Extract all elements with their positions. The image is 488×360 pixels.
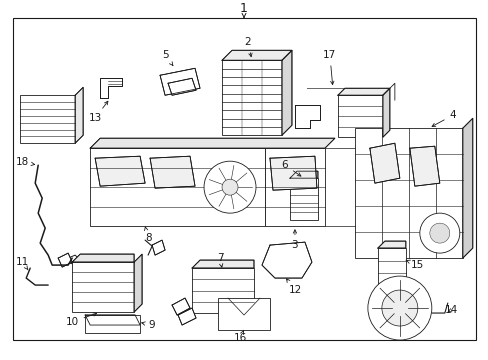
Bar — [192, 268, 253, 313]
Text: 9: 9 — [142, 320, 155, 330]
Polygon shape — [172, 298, 190, 315]
Polygon shape — [222, 50, 291, 60]
Polygon shape — [72, 254, 134, 262]
Text: 4: 4 — [431, 110, 455, 126]
Polygon shape — [409, 146, 439, 186]
Bar — [90, 148, 264, 226]
Bar — [337, 95, 382, 137]
Polygon shape — [160, 68, 200, 95]
Circle shape — [222, 179, 238, 195]
Text: 8: 8 — [144, 227, 151, 243]
Text: 2: 2 — [244, 37, 252, 57]
Polygon shape — [282, 50, 291, 135]
Polygon shape — [100, 78, 122, 98]
Text: 15: 15 — [405, 260, 424, 270]
Polygon shape — [152, 240, 165, 255]
Polygon shape — [369, 143, 399, 183]
Bar — [20, 95, 75, 143]
Polygon shape — [95, 156, 145, 186]
Polygon shape — [262, 242, 311, 278]
Text: 5: 5 — [162, 50, 173, 66]
Polygon shape — [90, 138, 334, 148]
Polygon shape — [289, 171, 317, 178]
Text: 11: 11 — [16, 257, 29, 270]
Polygon shape — [134, 254, 142, 312]
Bar — [85, 315, 140, 333]
Polygon shape — [168, 78, 196, 95]
Text: 3: 3 — [291, 230, 298, 250]
Circle shape — [419, 213, 459, 253]
Polygon shape — [377, 241, 405, 248]
Polygon shape — [85, 315, 140, 325]
Text: 1: 1 — [240, 2, 247, 18]
Polygon shape — [75, 87, 83, 143]
Polygon shape — [150, 156, 195, 188]
Text: 18: 18 — [16, 157, 35, 167]
Bar — [377, 248, 405, 286]
Polygon shape — [269, 156, 316, 190]
Polygon shape — [192, 260, 253, 268]
Bar — [72, 262, 134, 312]
Bar — [218, 298, 269, 330]
Polygon shape — [462, 118, 472, 258]
Bar — [354, 128, 462, 258]
Polygon shape — [178, 308, 196, 325]
Circle shape — [381, 290, 417, 326]
Bar — [222, 60, 282, 135]
Bar — [289, 178, 317, 220]
Circle shape — [367, 276, 431, 340]
Text: 13: 13 — [88, 101, 108, 123]
Polygon shape — [382, 88, 389, 137]
Text: 7: 7 — [216, 253, 223, 267]
Bar — [264, 148, 324, 226]
Polygon shape — [58, 253, 72, 267]
Text: 12: 12 — [286, 279, 301, 295]
Text: 14: 14 — [444, 305, 457, 315]
Text: 17: 17 — [323, 50, 336, 85]
Circle shape — [429, 223, 449, 243]
Bar — [13, 18, 475, 340]
Polygon shape — [337, 88, 389, 95]
Circle shape — [203, 161, 255, 213]
Text: 16: 16 — [233, 330, 246, 343]
Text: 6: 6 — [281, 160, 300, 176]
Text: 10: 10 — [65, 313, 97, 327]
Polygon shape — [294, 105, 319, 128]
